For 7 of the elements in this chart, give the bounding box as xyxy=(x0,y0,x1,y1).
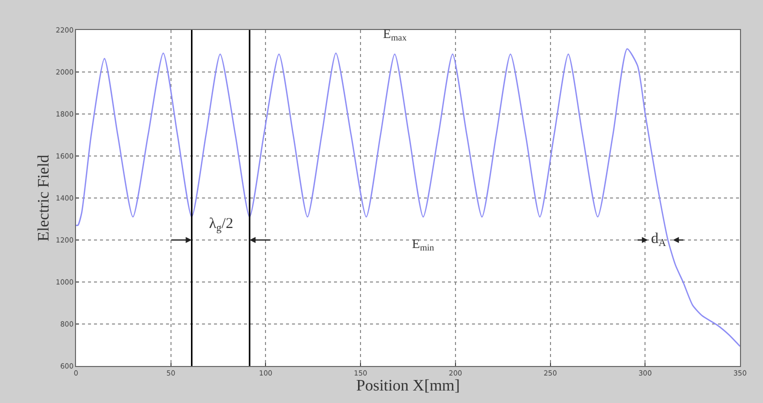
x-axis-title: Position X[mm] xyxy=(356,377,460,394)
annotation: E$_{min}$ xyxy=(412,236,435,253)
y-axis-title: Electric Field xyxy=(36,154,53,242)
line-series xyxy=(76,48,740,347)
annotation: λ$_{g}$/2 xyxy=(209,216,234,234)
annotation: d$_{A}$ xyxy=(651,231,666,250)
annotation: E$_{max}$ xyxy=(383,26,408,43)
